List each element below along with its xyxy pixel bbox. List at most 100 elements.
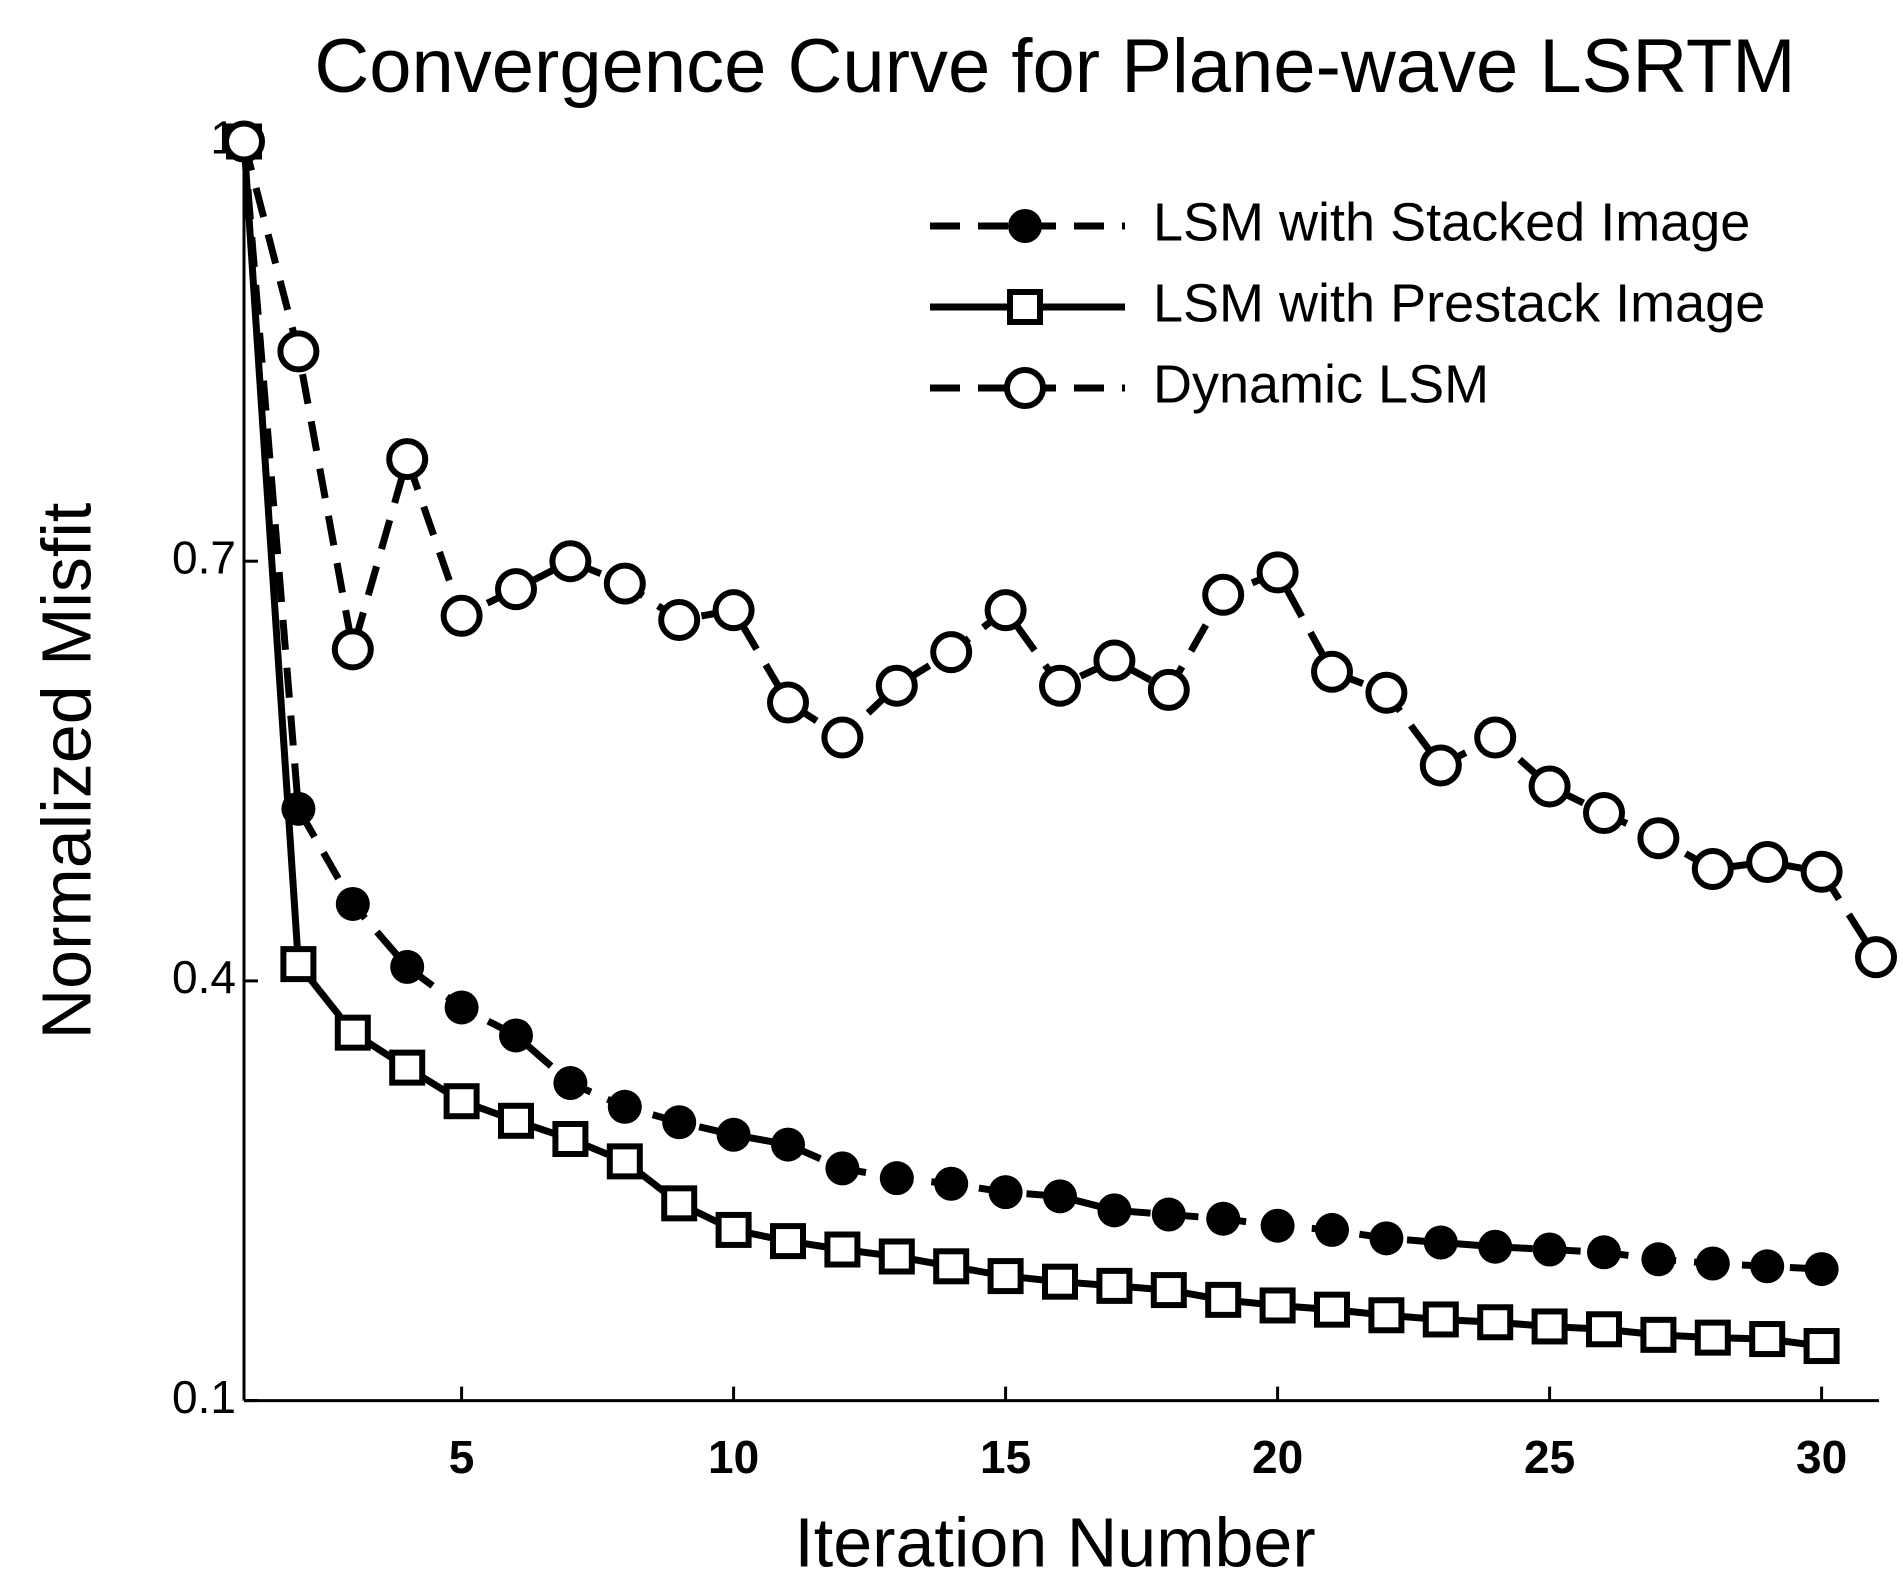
marker <box>1800 850 1843 893</box>
marker <box>1587 1235 1621 1270</box>
marker <box>1586 1311 1622 1348</box>
marker <box>1694 1319 1731 1356</box>
legend-marker <box>1004 367 1046 409</box>
marker <box>390 949 425 984</box>
x-tick-label: 15 <box>980 1431 1031 1483</box>
x-tick-label: 20 <box>1252 1431 1303 1483</box>
marker <box>821 716 864 759</box>
marker <box>1422 1301 1459 1338</box>
marker <box>606 1143 643 1180</box>
marker <box>1583 792 1625 835</box>
marker <box>1531 1308 1568 1345</box>
marker <box>1096 1267 1133 1304</box>
marker <box>1097 1193 1132 1228</box>
marker <box>1039 664 1081 707</box>
marker <box>984 589 1027 632</box>
marker <box>607 1089 642 1124</box>
marker <box>277 330 320 373</box>
marker <box>824 1231 861 1268</box>
chart-title: Convergence Curve for Plane-wave LSRTM <box>314 24 1795 109</box>
marker <box>499 1018 533 1053</box>
marker <box>878 1238 915 1275</box>
legend-label: Dynamic LSM <box>1153 354 1489 414</box>
marker <box>498 1102 534 1139</box>
marker <box>1528 765 1571 808</box>
series-line <box>240 140 1879 959</box>
marker <box>331 628 374 671</box>
x-tick-label: 10 <box>708 1431 759 1483</box>
marker <box>440 594 483 637</box>
marker <box>1691 847 1734 890</box>
marker <box>1256 551 1299 594</box>
y-tick-label: 0.7 <box>172 531 236 583</box>
marker <box>879 1161 914 1196</box>
marker <box>661 1185 698 1222</box>
marker <box>1477 1304 1514 1341</box>
marker <box>389 1049 426 1086</box>
marker <box>1532 1232 1567 1267</box>
marker <box>1804 1252 1839 1287</box>
marker <box>1474 716 1517 759</box>
marker <box>716 1117 751 1152</box>
legend-marker <box>1008 209 1042 243</box>
marker <box>1206 1201 1241 1236</box>
marker <box>223 120 265 163</box>
marker <box>771 1127 805 1162</box>
marker <box>1746 840 1789 883</box>
legend-label: LSM with Stacked Image <box>1153 192 1750 252</box>
marker <box>988 1175 1023 1210</box>
y-tick-label: 0.4 <box>172 951 236 1003</box>
marker <box>1043 1179 1077 1214</box>
marker <box>603 562 646 605</box>
marker <box>1260 1208 1295 1243</box>
marker <box>770 1223 806 1260</box>
marker <box>1478 1229 1513 1264</box>
marker <box>1259 1287 1296 1324</box>
marker <box>1202 573 1245 616</box>
x-tick-label: 25 <box>1524 1431 1575 1483</box>
marker <box>875 664 918 707</box>
marker <box>934 1166 969 1201</box>
marker <box>280 946 317 983</box>
marker <box>658 598 701 641</box>
marker <box>1151 1197 1186 1232</box>
marker <box>1205 1281 1242 1318</box>
marker <box>1419 744 1462 787</box>
legend-label: LSM with Prestack Image <box>1153 273 1765 333</box>
marker <box>712 589 755 632</box>
marker <box>1147 668 1190 711</box>
marker <box>1641 1242 1676 1277</box>
marker <box>552 1120 589 1157</box>
marker <box>662 1105 697 1140</box>
marker <box>1640 1316 1677 1353</box>
marker <box>767 681 809 724</box>
marker <box>1637 817 1680 860</box>
marker <box>1423 1225 1458 1260</box>
marker <box>334 1014 371 1051</box>
marker <box>1315 1212 1349 1247</box>
marker <box>443 1083 480 1120</box>
marker <box>715 1211 752 1248</box>
marker <box>1093 639 1136 682</box>
marker <box>1749 1321 1786 1358</box>
marker <box>933 1248 970 1285</box>
x-tick-label: 5 <box>449 1431 475 1483</box>
marker <box>386 438 429 481</box>
marker <box>1368 1297 1405 1334</box>
marker <box>1695 1246 1730 1281</box>
marker <box>1855 936 1897 979</box>
x-tick-label: 30 <box>1796 1431 1847 1483</box>
marker <box>335 886 370 921</box>
marker <box>1365 671 1408 714</box>
y-axis-label: Normalized Misfit <box>27 503 105 1040</box>
marker <box>1369 1221 1404 1256</box>
marker <box>1803 1328 1840 1365</box>
marker <box>1150 1272 1187 1309</box>
x-axis-label: Iteration Number <box>794 1503 1315 1581</box>
legend-marker <box>1007 289 1043 325</box>
marker <box>1314 1291 1350 1328</box>
marker <box>1311 650 1353 693</box>
marker <box>1750 1249 1785 1284</box>
marker <box>444 990 479 1025</box>
